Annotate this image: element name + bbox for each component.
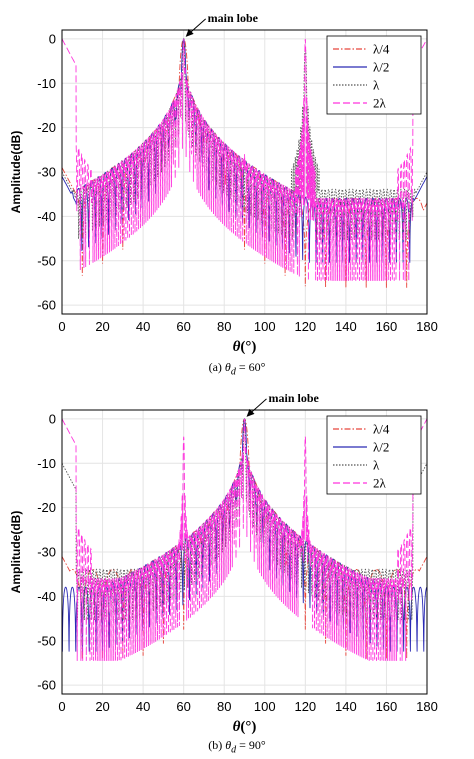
x-tick-label: 80 <box>217 319 231 334</box>
legend-label-0: λ/4 <box>373 422 390 437</box>
caption-b-symbol: θ <box>225 738 232 752</box>
caption-a-symbol: θ <box>224 360 231 374</box>
x-tick-label: 60 <box>176 319 190 334</box>
legend-label-1: λ/2 <box>373 440 389 455</box>
y-tick-label: -30 <box>37 545 56 560</box>
x-tick-label: 180 <box>416 699 438 714</box>
x-tick-label: 20 <box>95 319 109 334</box>
caption-b: (b) θd = 90° <box>0 738 474 755</box>
y-tick-label: -30 <box>37 165 56 180</box>
main-lobe-annotation: main lobe <box>246 391 320 417</box>
x-tick-label: 180 <box>416 319 438 334</box>
series-line-3 <box>62 38 427 281</box>
y-tick-label: -60 <box>37 298 56 313</box>
series-line-0 <box>62 38 427 288</box>
y-tick-label: 0 <box>49 411 56 426</box>
annotation-text: main lobe <box>269 391 320 405</box>
x-tick-label: 140 <box>335 319 357 334</box>
x-axis-label: θ(°) <box>233 719 257 735</box>
legend-label-3: 2λ <box>373 476 387 491</box>
y-axis-label: Amplitude(dB) <box>9 511 23 594</box>
caption-b-prefix: (b) <box>208 738 223 752</box>
caption-a: (a) θd = 60° <box>0 360 474 377</box>
chart-b-svg: 0 20 40 60 80 100 120 140 160 180 0 -10 -20 -30 -40 -50… <box>9 391 438 735</box>
x-tick-label: 60 <box>176 699 190 714</box>
x-tick-label: 40 <box>136 699 150 714</box>
y-tick-label: -20 <box>37 120 56 135</box>
annotation-arrow-head <box>185 28 194 37</box>
x-tick-label: 40 <box>136 319 150 334</box>
caption-a-prefix: (a) <box>208 360 222 374</box>
chart-panel-a: 0 20 40 60 80 100 120 140 160 180 0 -10 -20 -30 -40 -50… <box>0 11 474 378</box>
legend-label-1: λ/2 <box>373 60 389 75</box>
x-tick-label: 140 <box>335 699 357 714</box>
x-tick-label: 100 <box>254 319 276 334</box>
x-tick-label: 0 <box>58 699 65 714</box>
y-axis-label: Amplitude(dB) <box>9 131 23 214</box>
x-tick-label: 160 <box>376 319 398 334</box>
legend-box <box>326 35 422 115</box>
legend: λ/4 λ/2 λ 2λ <box>326 35 422 115</box>
x-axis-label: θ(°) <box>233 339 257 355</box>
x-tick-label: 20 <box>95 699 109 714</box>
x-tick-label: 100 <box>254 699 276 714</box>
x-tick-label: 80 <box>217 699 231 714</box>
legend-label-2: λ <box>373 78 380 93</box>
legend-label-2: λ <box>373 458 380 473</box>
caption-a-value: = 60° <box>238 360 266 374</box>
y-tick-label: -10 <box>37 76 56 91</box>
y-tick-label: -40 <box>37 209 56 224</box>
series-group <box>62 417 427 661</box>
chart-a-svg: 0 20 40 60 80 100 120 140 160 180 0 -10 -20 -30 -40 -50… <box>9 11 438 355</box>
legend-label-0: λ/4 <box>373 42 390 57</box>
annotation-text: main lobe <box>208 11 259 25</box>
x-tick-label: 160 <box>376 699 398 714</box>
annotation-arrow-head <box>246 408 255 417</box>
series-line-3 <box>62 418 427 661</box>
y-tick-label: -50 <box>37 253 56 268</box>
y-tick-label: -40 <box>37 589 56 604</box>
plot-frame <box>61 409 428 695</box>
caption-b-value: = 90° <box>239 738 266 752</box>
x-tick-label: 0 <box>58 319 65 334</box>
y-tick-label: -20 <box>37 500 56 515</box>
series-group <box>62 37 427 288</box>
y-tick-label: 0 <box>49 31 56 46</box>
plot-frame <box>61 29 428 315</box>
legend-label-3: 2λ <box>373 96 387 111</box>
x-tick-label: 120 <box>294 699 316 714</box>
y-tick-label: -60 <box>37 678 56 693</box>
caption-a-sub: d <box>230 366 236 378</box>
x-tick-label: 120 <box>294 319 316 334</box>
main-lobe-annotation: main lobe <box>185 11 259 37</box>
chart-panel-b: 0 20 40 60 80 100 120 140 160 180 0 -10 -20 -30 -40 -50… <box>0 380 474 759</box>
y-tick-label: -10 <box>37 456 56 471</box>
legend-box <box>326 415 422 495</box>
legend: λ/4 λ/2 λ 2λ <box>326 415 422 495</box>
y-tick-label: -50 <box>37 633 56 648</box>
caption-b-sub: d <box>231 744 237 756</box>
